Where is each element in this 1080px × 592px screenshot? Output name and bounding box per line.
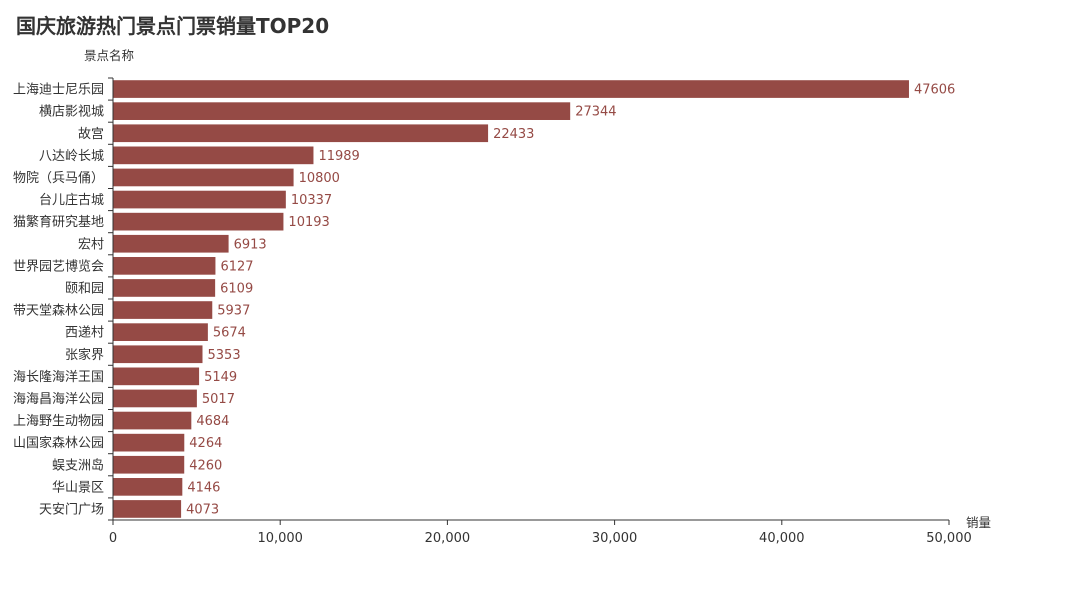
data-label: 47606 (914, 83, 955, 98)
y-tick-label: 物院（兵马俑） (13, 171, 104, 186)
data-label: 4260 (189, 458, 222, 473)
y-tick-label: 海海昌海洋公园 (13, 392, 104, 407)
y-tick-label: 横店影视城 (39, 105, 104, 120)
y-tick-label: 华山景区 (52, 480, 104, 495)
bar (113, 433, 185, 452)
bar (113, 367, 200, 386)
bar (113, 500, 182, 518)
y-tick-label: 西递村 (65, 326, 104, 341)
bar (113, 478, 183, 496)
x-tick-label: 0 (109, 531, 117, 546)
data-label: 4684 (196, 414, 229, 429)
y-tick-label: 世界园艺博览会 (13, 258, 104, 274)
y-tick-label: 山国家森林公园 (13, 435, 104, 451)
data-label: 6127 (220, 259, 253, 274)
bar (113, 411, 192, 430)
bar (113, 190, 286, 209)
y-tick-label: 故宫 (78, 127, 104, 142)
data-label: 5353 (208, 348, 241, 363)
chart-title: 国庆旅游热门景点门票销量TOP20 (16, 14, 330, 38)
data-label: 10193 (288, 215, 329, 230)
bar (113, 301, 213, 319)
data-label: 4073 (186, 502, 219, 517)
x-tick-label: 50,000 (926, 531, 972, 546)
data-label: 6109 (220, 281, 253, 296)
bar (113, 257, 216, 275)
x-tick-label: 40,000 (759, 531, 805, 546)
data-label: 10800 (299, 171, 340, 186)
data-label: 5937 (217, 304, 250, 319)
data-label: 22433 (493, 127, 534, 142)
y-tick-label: 颐和园 (65, 281, 104, 296)
x-axis-title: 销量 (966, 515, 992, 530)
bar (113, 455, 185, 474)
data-label: 5674 (213, 326, 246, 341)
y-tick-label: 猫繁育研究基地 (13, 214, 104, 230)
y-tick-label: 宏村 (78, 237, 104, 252)
x-tick-label: 20,000 (425, 531, 471, 546)
y-tick-label: 张家界 (65, 347, 104, 363)
data-label: 11989 (318, 149, 359, 164)
y-tick-label: 八达岭长城 (39, 149, 104, 164)
y-tick-label: 带天堂森林公园 (13, 304, 104, 319)
bar (113, 146, 314, 165)
bar (113, 212, 284, 231)
bar (113, 124, 489, 143)
bar (113, 389, 197, 408)
y-tick-label: 上海野生动物园 (13, 414, 104, 429)
y-tick-label: 蜈支洲岛 (52, 457, 104, 473)
y-tick-label: 天安门广场 (39, 502, 104, 517)
bar (113, 323, 208, 341)
bar (113, 345, 203, 364)
data-label: 5149 (204, 370, 237, 385)
data-label: 6913 (234, 237, 267, 252)
bar (113, 234, 229, 253)
x-tick-label: 30,000 (592, 531, 638, 546)
data-label: 5017 (202, 392, 235, 407)
bar (113, 168, 294, 187)
y-axis-title: 景点名称 (84, 48, 135, 63)
x-tick-label: 10,000 (257, 531, 303, 546)
data-label: 10337 (291, 193, 332, 208)
bar (113, 279, 216, 297)
bar (113, 80, 909, 98)
y-tick-label: 海长隆海洋王国 (13, 370, 104, 385)
y-tick-label: 台儿庄古城 (39, 192, 104, 208)
data-label: 4264 (189, 436, 222, 451)
bar (113, 102, 571, 120)
data-label: 27344 (575, 105, 616, 120)
data-label: 4146 (187, 480, 220, 495)
y-tick-label: 上海迪士尼乐园 (13, 83, 104, 98)
